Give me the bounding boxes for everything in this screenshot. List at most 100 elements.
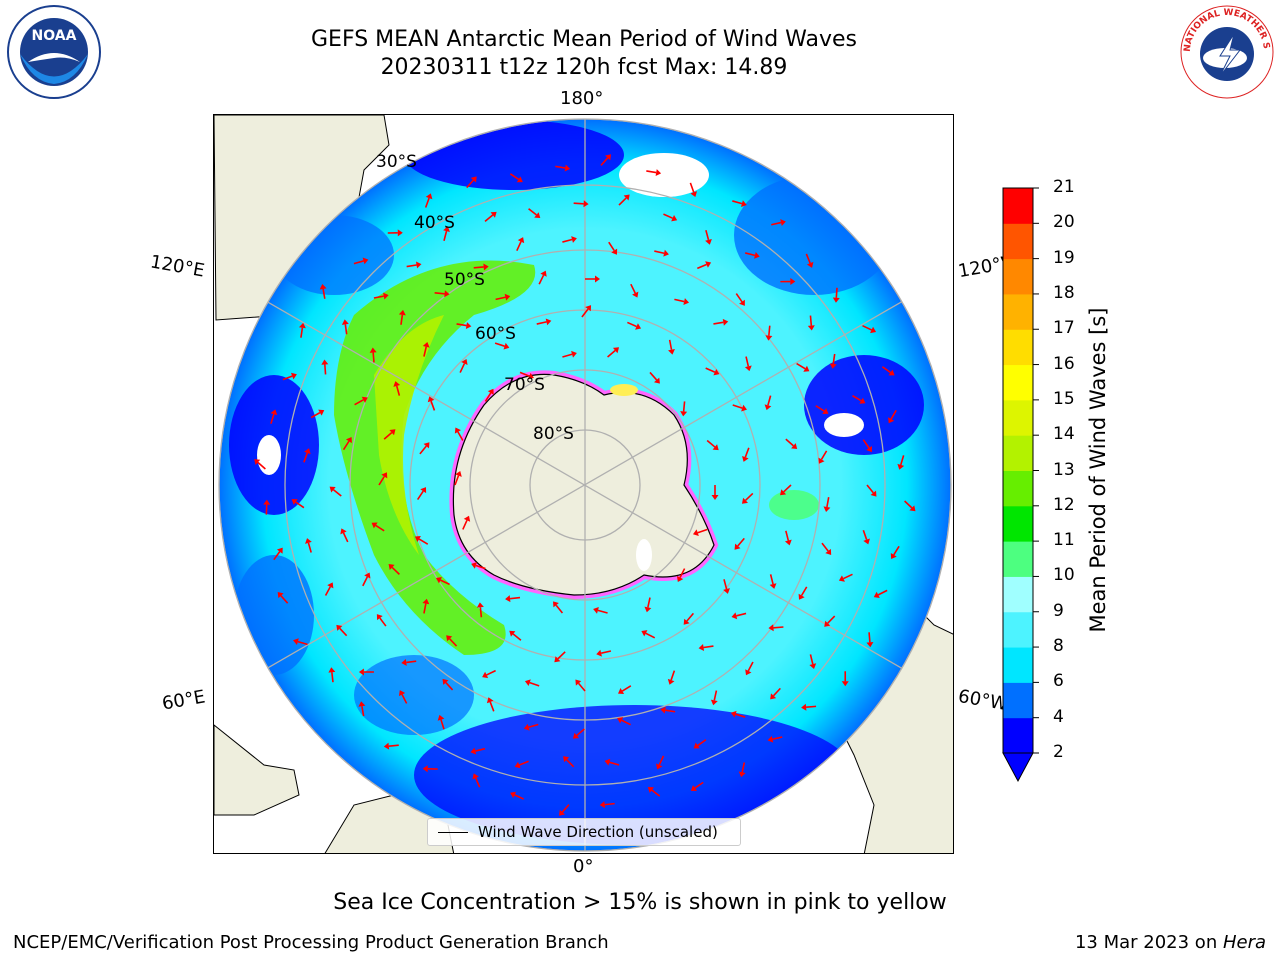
wind-wave-arrow-head xyxy=(711,495,719,500)
wind-wave-arrow xyxy=(514,794,525,800)
wind-wave-arrow-head xyxy=(644,606,652,613)
wind-wave-arrow xyxy=(694,781,704,789)
noaa-logo: NOAA xyxy=(6,4,102,100)
wind-wave-arrow xyxy=(282,375,293,381)
wind-wave-arrow xyxy=(456,323,467,327)
wind-wave-arrow-head xyxy=(369,347,377,353)
colorbar-tick-label: 11 xyxy=(1053,530,1075,551)
wind-wave-arrow-head xyxy=(663,249,669,257)
wind-wave-arrow-head xyxy=(336,624,343,631)
wind-wave-arrow-head xyxy=(790,278,796,286)
wind-wave-arrow-head xyxy=(455,470,462,477)
wind-wave-arrow xyxy=(562,238,573,243)
wind-wave-arrow xyxy=(706,439,716,448)
sea-ice-note: Sea Ice Concentration > 15% is shown in … xyxy=(333,890,947,915)
wind-wave-arrow-head xyxy=(524,679,531,686)
wind-wave-arrow-head xyxy=(290,372,297,380)
lon-label-0: 0° xyxy=(573,856,594,877)
wind-wave-arrow xyxy=(342,532,349,543)
wind-wave-arrow xyxy=(723,579,728,590)
wind-wave-arrow xyxy=(607,349,616,358)
colorbar-segment xyxy=(1003,293,1033,330)
wind-wave-arrow-head xyxy=(705,238,712,245)
wind-wave-arrow xyxy=(449,638,458,647)
wind-wave-arrow xyxy=(651,789,661,797)
wind-wave-arrow-head xyxy=(482,671,489,679)
wind-wave-arrow xyxy=(445,682,454,691)
wind-wave-arrow-head xyxy=(818,457,825,464)
wind-wave-arrow-head xyxy=(713,368,720,376)
colorbar-tick-label: 20 xyxy=(1053,212,1075,233)
wind-wave-arrow xyxy=(866,484,874,494)
wind-wave-arrow xyxy=(890,409,897,420)
colorbar-label: Mean Period of Wind Waves [s] xyxy=(1086,307,1110,633)
wind-wave-arrow-head xyxy=(765,335,773,341)
credit-host: Hera xyxy=(1222,932,1266,953)
wind-wave-arrow xyxy=(454,475,460,486)
wind-wave-arrow xyxy=(561,804,570,813)
wind-wave-arrow-head xyxy=(422,765,428,773)
lon-label-60w: 60°W xyxy=(956,685,1010,716)
wind-wave-arrow-head xyxy=(571,236,577,243)
wind-wave-arrow-head xyxy=(422,341,430,348)
wind-wave-arrow xyxy=(581,308,589,318)
wind-wave-arrow-head xyxy=(341,319,349,325)
wind-wave-arrow-head xyxy=(623,194,630,201)
wind-wave-arrow-head xyxy=(770,693,777,700)
credit-date: 13 Mar 2023 on xyxy=(1074,932,1223,953)
legend-line-swatch xyxy=(438,832,468,833)
wind-wave-arrow-head xyxy=(668,349,675,355)
wind-wave-arrow xyxy=(362,576,369,587)
wind-wave-arrow xyxy=(826,497,830,508)
wind-wave-arrow-head xyxy=(656,763,663,770)
wind-wave-arrow-head xyxy=(780,489,787,496)
wind-wave-arrow xyxy=(322,288,326,299)
colorbar-segment xyxy=(1003,223,1033,260)
wind-wave-arrow-head xyxy=(571,350,577,358)
colorbar-tick-label: 2 xyxy=(1053,742,1064,762)
wind-wave-arrow-head xyxy=(641,630,648,637)
colorbar-segment xyxy=(1003,682,1033,719)
wind-wave-arrow-head xyxy=(328,667,336,673)
wind-wave-arrow xyxy=(862,529,868,540)
wind-wave-arrow-head xyxy=(698,644,705,651)
wind-wave-arrow xyxy=(608,241,615,251)
wind-wave-arrow-head xyxy=(647,786,654,793)
wind-wave-arrow-head xyxy=(683,618,690,625)
wind-wave-arrow xyxy=(462,520,468,530)
wind-wave-arrow xyxy=(736,612,747,617)
wind-wave-arrow xyxy=(555,165,566,169)
wind-wave-arrow-head xyxy=(859,397,866,404)
wind-wave-arrow-head xyxy=(420,487,427,494)
wind-wave-arrow-head xyxy=(764,404,772,411)
wind-wave-arrow-head xyxy=(383,742,390,750)
wind-wave-arrow-head xyxy=(423,442,430,449)
graticule xyxy=(219,119,951,851)
wind-wave-arrow xyxy=(747,661,754,672)
wind-wave-arrow xyxy=(744,447,750,458)
wind-wave-arrow xyxy=(852,395,862,402)
wind-wave-arrow xyxy=(893,545,900,556)
wind-wave-arrow-head xyxy=(596,649,602,657)
wind-wave-arrow-head xyxy=(744,365,752,372)
wind-wave-arrow xyxy=(466,179,474,189)
wind-wave-arrow-head xyxy=(676,575,684,582)
wind-wave-arrow xyxy=(785,438,794,447)
nws-logo: NATIONAL WEATHER SERVICE xyxy=(1173,0,1278,100)
wind-wave-arrow xyxy=(783,484,792,493)
wind-wave-arrow-head xyxy=(683,298,690,305)
wind-wave-arrow xyxy=(484,214,494,222)
wind-wave-arrow-head xyxy=(483,263,489,271)
colorbar-tick-label: 14 xyxy=(1053,424,1075,445)
wind-wave-arrow-head xyxy=(866,446,872,453)
wind-wave-arrow-head xyxy=(823,506,831,512)
wind-wave-arrow-head xyxy=(803,365,810,372)
wind-wave-arrow xyxy=(303,452,309,463)
wind-wave-arrow-head xyxy=(738,771,746,778)
wind-wave-arrow xyxy=(827,615,836,624)
wind-wave-arrow xyxy=(430,400,436,411)
wind-wave-arrow xyxy=(732,404,743,409)
wind-wave-arrow-head xyxy=(371,522,378,529)
map-disc-outline xyxy=(218,118,952,852)
wind-wave-arrow xyxy=(737,537,745,547)
